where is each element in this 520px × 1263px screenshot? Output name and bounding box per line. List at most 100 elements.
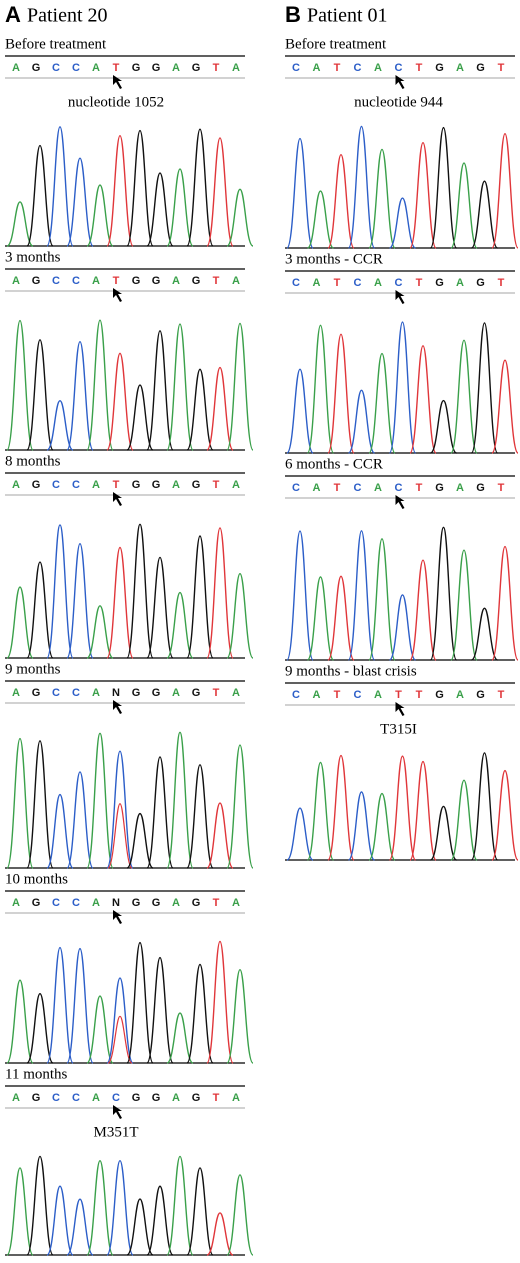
base-call: A xyxy=(12,1092,20,1104)
base-call: A xyxy=(92,62,100,74)
track-label: 6 months - CCR xyxy=(285,456,383,472)
track-label: 10 months xyxy=(5,871,68,887)
annotation: nucleotide 1052 xyxy=(68,94,164,110)
base-call: A xyxy=(232,62,240,74)
peak xyxy=(6,319,34,451)
annotation: T315I xyxy=(380,721,417,737)
base-call: C xyxy=(292,482,300,494)
peak xyxy=(106,135,134,247)
peak xyxy=(368,148,396,249)
base-call: A xyxy=(172,62,180,74)
peak xyxy=(66,771,94,869)
base-call: G xyxy=(132,275,141,287)
panel-title: Patient 20 xyxy=(27,5,108,27)
base-call: T xyxy=(416,689,423,701)
annotation: nucleotide 944 xyxy=(354,94,443,110)
peak xyxy=(26,992,54,1064)
peak xyxy=(186,963,214,1064)
arrow xyxy=(395,290,405,304)
peak xyxy=(409,760,437,861)
peak xyxy=(450,779,478,861)
base-call: C xyxy=(395,277,403,289)
peak xyxy=(286,137,314,249)
base-call: A xyxy=(172,687,180,699)
base-call: C xyxy=(52,687,60,699)
base-call: A xyxy=(456,62,464,74)
base-call: T xyxy=(213,275,220,287)
base-call: G xyxy=(32,62,41,74)
base-call: C xyxy=(52,1092,60,1104)
base-call: T xyxy=(395,689,402,701)
base-call: T xyxy=(213,1092,220,1104)
base-call: C xyxy=(72,687,80,699)
peak xyxy=(347,530,376,661)
peak xyxy=(146,556,174,659)
peak xyxy=(6,1167,34,1256)
base-call: T xyxy=(498,277,505,289)
panel-letter: B xyxy=(285,2,301,27)
peak xyxy=(306,190,335,249)
base-call: G xyxy=(435,277,444,289)
base-call: G xyxy=(435,62,444,74)
peak xyxy=(429,805,458,861)
peak xyxy=(26,339,54,451)
base-call: C xyxy=(292,62,300,74)
peak xyxy=(186,535,214,659)
peak xyxy=(6,979,34,1064)
base-call: A xyxy=(172,479,180,491)
base-call: G xyxy=(192,479,201,491)
base-call: C xyxy=(354,482,362,494)
base-call: A xyxy=(92,275,100,287)
base-call: T xyxy=(334,482,341,494)
peak xyxy=(86,184,114,247)
base-call: G xyxy=(32,479,41,491)
peak xyxy=(226,744,254,869)
peak xyxy=(206,802,234,869)
base-call: C xyxy=(354,689,362,701)
peak xyxy=(26,1155,54,1256)
base-call: G xyxy=(435,689,444,701)
peak xyxy=(166,1155,194,1256)
base-call: C xyxy=(395,482,403,494)
peak xyxy=(46,1185,74,1256)
base-call: A xyxy=(232,897,240,909)
base-call: A xyxy=(313,62,321,74)
base-call: A xyxy=(92,479,100,491)
peak xyxy=(327,754,355,861)
peak xyxy=(126,384,154,451)
arrow xyxy=(113,700,122,714)
peak xyxy=(491,545,519,661)
arrow xyxy=(113,492,122,506)
peak xyxy=(86,1160,114,1256)
peak xyxy=(286,807,314,861)
peak xyxy=(66,1198,94,1256)
base-call: T xyxy=(498,482,505,494)
peak xyxy=(388,755,417,861)
base-call: T xyxy=(113,479,120,491)
peak xyxy=(470,322,499,454)
peak xyxy=(46,126,74,247)
peak xyxy=(226,1174,254,1256)
peak xyxy=(107,803,133,869)
peak xyxy=(306,324,335,454)
base-call: A xyxy=(313,482,321,494)
base-call: G xyxy=(152,479,161,491)
peak xyxy=(106,1160,134,1256)
base-call: G xyxy=(476,482,485,494)
peak xyxy=(491,769,519,861)
peak xyxy=(470,607,499,661)
base-call: G xyxy=(132,897,141,909)
base-call: G xyxy=(192,897,201,909)
arrow xyxy=(113,910,122,924)
peak xyxy=(186,1167,214,1256)
peak xyxy=(86,319,114,451)
peak xyxy=(368,792,396,861)
peak xyxy=(491,132,519,249)
base-call: A xyxy=(313,277,321,289)
peak xyxy=(26,144,54,247)
base-call: T xyxy=(498,62,505,74)
peak xyxy=(126,523,154,659)
track-label: 11 months xyxy=(5,1066,68,1082)
base-call: A xyxy=(374,277,382,289)
base-call: A xyxy=(232,275,240,287)
